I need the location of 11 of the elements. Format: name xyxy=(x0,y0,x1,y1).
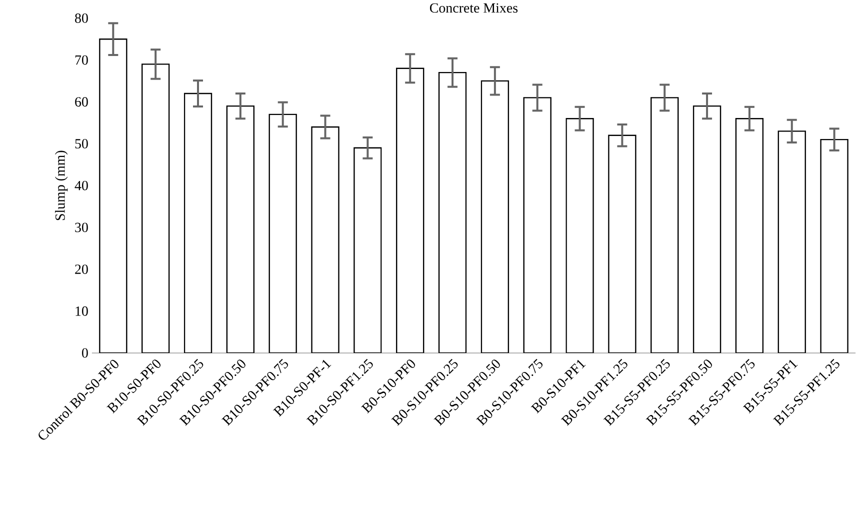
y-tick-label: 0 xyxy=(82,348,88,358)
y-tick-label: 80 xyxy=(75,14,88,23)
y-tick-label: 60 xyxy=(75,97,88,107)
y-axis-title: Slump (mm) xyxy=(55,150,68,220)
y-tick-label: 10 xyxy=(76,306,88,316)
y-tick-label: 30 xyxy=(75,222,88,232)
y-tick-label: 50 xyxy=(75,139,88,148)
chart-title: Concrete Mixes xyxy=(430,3,518,13)
y-tick-label: 40 xyxy=(74,180,88,190)
y-tick-label: 70 xyxy=(75,55,88,65)
y-tick-label: 20 xyxy=(75,264,88,274)
